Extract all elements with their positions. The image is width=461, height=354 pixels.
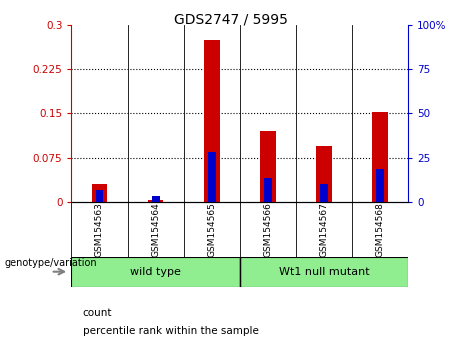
Text: GSM154565: GSM154565 [207,202,216,257]
Text: wild type: wild type [130,267,181,277]
Bar [204,40,219,202]
Bar [320,184,328,202]
Bar [372,112,388,202]
Text: GSM154568: GSM154568 [375,202,384,257]
Bar [92,184,107,202]
Bar [95,190,103,202]
Text: GDS2747 / 5995: GDS2747 / 5995 [173,12,288,27]
Bar [316,146,332,202]
Text: GSM154564: GSM154564 [151,202,160,257]
Bar [264,178,272,202]
Text: GSM154563: GSM154563 [95,202,104,257]
Bar [208,152,216,202]
Bar [148,200,164,202]
Text: GSM154567: GSM154567 [319,202,328,257]
Text: GSM154566: GSM154566 [263,202,272,257]
Text: percentile rank within the sample: percentile rank within the sample [83,326,259,336]
Bar [376,169,384,202]
Text: Wt1 null mutant: Wt1 null mutant [278,267,369,277]
Bar [260,131,276,202]
Bar [71,257,240,287]
Text: count: count [83,308,112,318]
Bar [152,196,160,202]
Text: genotype/variation: genotype/variation [5,258,97,268]
Bar [240,257,408,287]
